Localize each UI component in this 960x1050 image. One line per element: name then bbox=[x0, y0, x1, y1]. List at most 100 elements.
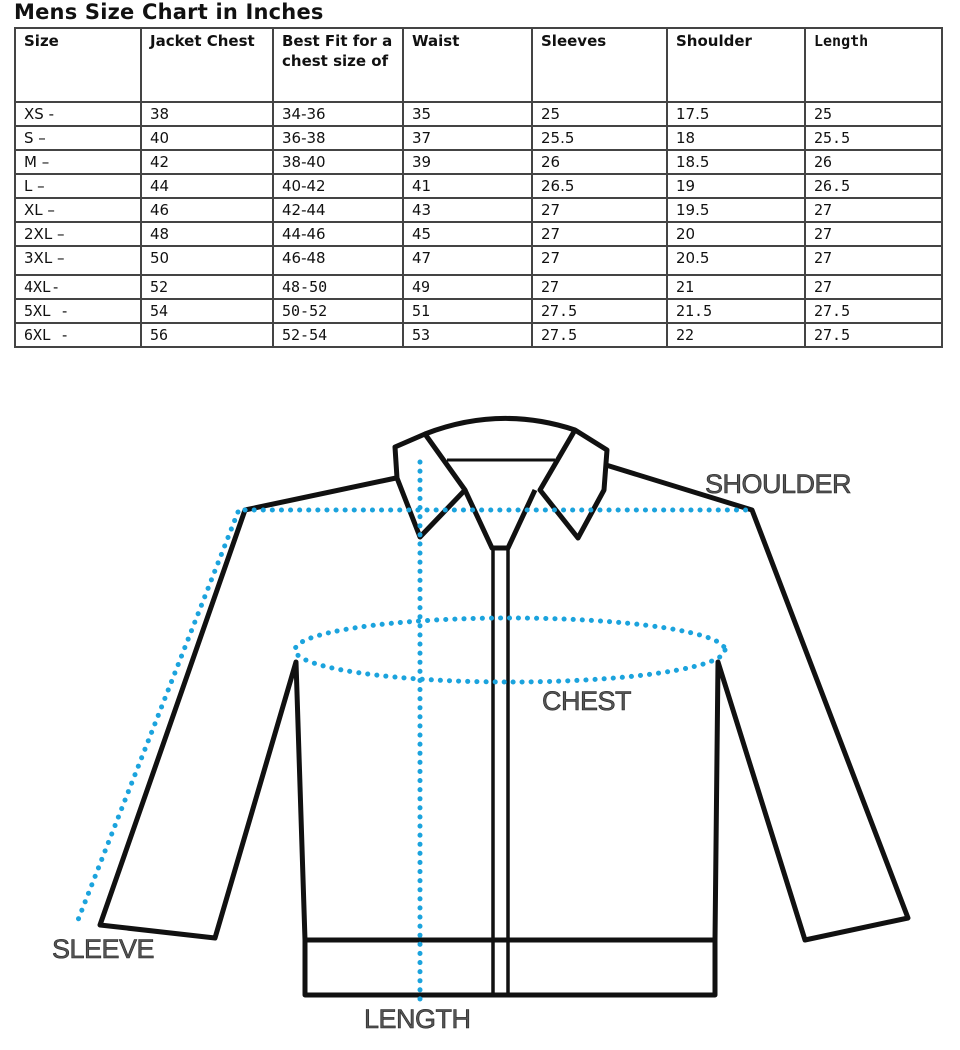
table-cell: 26.5 bbox=[531, 173, 668, 199]
table-cell: 19 bbox=[666, 173, 806, 199]
table-cell: 27 bbox=[804, 245, 943, 276]
table-cell: 36-38 bbox=[272, 125, 404, 151]
table-header-row: Size Jacket Chest Best Fit for a chest siz… bbox=[14, 27, 943, 103]
right-shoulder bbox=[605, 462, 911, 943]
jacket-outline bbox=[97, 415, 911, 998]
table-cell: 40 bbox=[140, 125, 274, 151]
size-chart-table: Size Jacket Chest Best Fit for a chest siz… bbox=[14, 27, 943, 348]
table-cell: S – bbox=[14, 125, 142, 151]
sleeve-measure-line bbox=[75, 509, 241, 923]
chest-label: CHEST bbox=[542, 686, 631, 716]
table-cell: 27.5 bbox=[804, 322, 943, 348]
column-header: Best Fit for a chest size of bbox=[272, 27, 404, 103]
length-label: LENGTH bbox=[364, 1004, 471, 1034]
table-cell: 38 bbox=[140, 101, 274, 127]
table-cell: 25 bbox=[804, 101, 943, 127]
table-cell: 54 bbox=[140, 298, 274, 324]
table-cell: 3XL – bbox=[14, 245, 142, 276]
column-header: Shoulder bbox=[666, 27, 806, 103]
table-cell: 22 bbox=[666, 322, 806, 348]
table-cell: 47 bbox=[402, 245, 533, 276]
table-row: XS -38 34-36 35 25 17.5 25 bbox=[14, 101, 943, 127]
zipper bbox=[491, 548, 510, 995]
table-row: L –44 40-42 41 26.5 19 26.5 bbox=[14, 173, 943, 199]
table-cell: 48 bbox=[140, 221, 274, 247]
table-row: 3XL –50 46-48 47 27 20.5 27 bbox=[14, 245, 943, 276]
table-cell: 46-48 bbox=[272, 245, 404, 276]
table-cell: M – bbox=[14, 149, 142, 175]
table-cell: 2XL – bbox=[14, 221, 142, 247]
column-header: Size bbox=[14, 27, 142, 103]
table-cell: 35 bbox=[402, 101, 533, 127]
table-cell: 42 bbox=[140, 149, 274, 175]
table-cell: 17.5 bbox=[666, 101, 806, 127]
chest-measure-ellipse bbox=[292, 615, 728, 685]
table-row: XL –46 42-44 43 27 19.5 27 bbox=[14, 197, 943, 223]
jacket-diagram: SHOULDER CHEST SLEEVE LENGTH bbox=[52, 415, 911, 1034]
table-cell: 26 bbox=[804, 149, 943, 175]
table-cell: 48-50 bbox=[272, 274, 404, 300]
table-cell: 37 bbox=[402, 125, 533, 151]
table-cell: 25.5 bbox=[804, 125, 943, 151]
table-cell: 34-36 bbox=[272, 101, 404, 127]
column-header: Waist bbox=[402, 27, 533, 103]
table-cell: 51 bbox=[402, 298, 533, 324]
back-collar bbox=[424, 415, 576, 437]
column-header: Jacket Chest bbox=[140, 27, 274, 103]
table-cell: 18 bbox=[666, 125, 806, 151]
table-cell: 20.5 bbox=[666, 245, 806, 276]
table-cell: 18.5 bbox=[666, 149, 806, 175]
table-cell: 26 bbox=[531, 149, 668, 175]
table-cell: 25.5 bbox=[531, 125, 668, 151]
table-cell: 52 bbox=[140, 274, 274, 300]
table-cell: 25 bbox=[531, 101, 668, 127]
table-row: 4XL- 52 48-50 49 27 21 27 bbox=[14, 274, 943, 300]
table-cell: 50-52 bbox=[272, 298, 404, 324]
table-cell: 56 bbox=[140, 322, 274, 348]
table-cell: 27 bbox=[804, 197, 943, 223]
table-cell: 38-40 bbox=[272, 149, 404, 175]
table-cell: 27 bbox=[531, 274, 668, 300]
table-cell: 5XL - bbox=[14, 298, 142, 324]
table-row: S –40 36-38 37 25.5 18 25.5 bbox=[14, 125, 943, 151]
table-row: M –42 38-40 39 26 18.5 26 bbox=[14, 149, 943, 175]
table-cell: 6XL - bbox=[14, 322, 142, 348]
table-cell: XS - bbox=[14, 101, 142, 127]
column-header: Length bbox=[804, 27, 943, 103]
sleeve-label: SLEEVE bbox=[52, 934, 154, 964]
table-row: 6XL -56 52-54 53 27.5 22 27.5 bbox=[14, 322, 943, 348]
table-row: 2XL –48 44-46 45 27 20 27 bbox=[14, 221, 943, 247]
left-shoulder bbox=[97, 475, 397, 941]
table-cell: 27 bbox=[531, 197, 668, 223]
column-header: Sleeves bbox=[531, 27, 668, 103]
table-cell: 45 bbox=[402, 221, 533, 247]
table-cell: 40-42 bbox=[272, 173, 404, 199]
right-collar bbox=[537, 427, 610, 541]
left-collar bbox=[392, 431, 468, 540]
table-cell: 46 bbox=[140, 197, 274, 223]
table-cell: 27.5 bbox=[804, 298, 943, 324]
table-cell: 21.5 bbox=[666, 298, 806, 324]
table-cell: 39 bbox=[402, 149, 533, 175]
table-cell: 49 bbox=[402, 274, 533, 300]
table-cell: 44-46 bbox=[272, 221, 404, 247]
table-cell: 20 bbox=[666, 221, 806, 247]
table-cell: 44 bbox=[140, 173, 274, 199]
table-cell: 43 bbox=[402, 197, 533, 223]
table-cell: 50 bbox=[140, 245, 274, 276]
table-cell: 53 bbox=[402, 322, 533, 348]
table-cell: L – bbox=[14, 173, 142, 199]
table-cell: 41 bbox=[402, 173, 533, 199]
table-cell: XL – bbox=[14, 197, 142, 223]
table-row: 5XL -54 50-52 51 27.5 21.5 27.5 bbox=[14, 298, 943, 324]
table-cell: 27 bbox=[531, 221, 668, 247]
table-cell: 42-44 bbox=[272, 197, 404, 223]
page-title: Mens Size Chart in Inches bbox=[14, 0, 324, 24]
table-cell: 19.5 bbox=[666, 197, 806, 223]
shoulder-label: SHOULDER bbox=[705, 469, 851, 499]
waistband bbox=[302, 937, 718, 998]
table-cell: 26.5 bbox=[804, 173, 943, 199]
table-cell: 27 bbox=[531, 245, 668, 276]
table-cell: 27.5 bbox=[531, 322, 668, 348]
table-cell: 4XL- bbox=[14, 274, 142, 300]
